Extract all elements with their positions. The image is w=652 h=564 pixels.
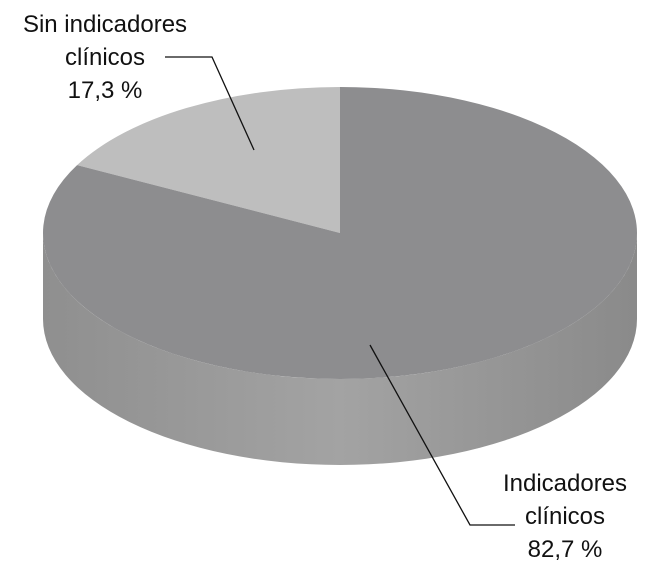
pie-slice: [77, 87, 340, 233]
value-label: 82,7 %: [527, 536, 603, 563]
slice-label: Indicadores clínicos 82,7 %: [490, 467, 640, 564]
leader-line: [165, 56, 255, 151]
category-label: Sin indicadores clínicos: [22, 11, 188, 71]
value-label: 17,3 %: [67, 77, 143, 104]
pie-side: [43, 233, 637, 465]
pie-slice: [42, 87, 637, 380]
leader-line: [369, 344, 515, 526]
slice-label: Sin indicadores clínicos 17,3 %: [0, 8, 210, 107]
category-label: Indicadores clínicos: [502, 470, 628, 530]
